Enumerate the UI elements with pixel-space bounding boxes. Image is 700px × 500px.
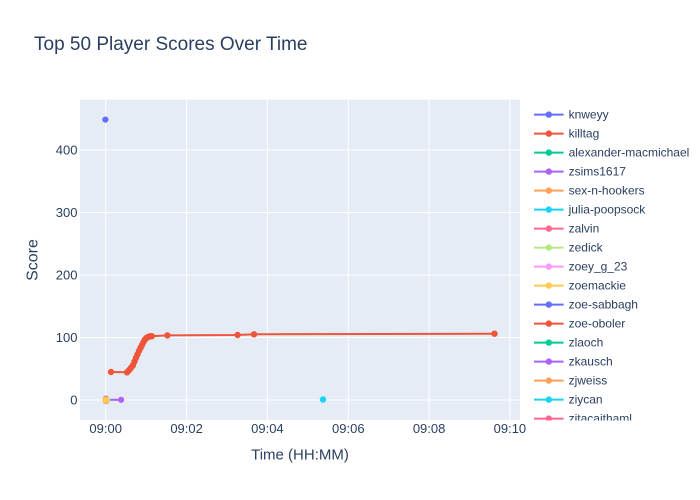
svg-text:killtag: killtag	[569, 127, 600, 141]
svg-text:09:06: 09:06	[332, 421, 365, 436]
svg-text:zoe-oboler: zoe-oboler	[569, 317, 626, 331]
svg-text:09:08: 09:08	[413, 421, 446, 436]
svg-text:300: 300	[56, 205, 78, 220]
svg-text:zalvin: zalvin	[569, 222, 600, 236]
svg-text:zsims1617: zsims1617	[569, 165, 627, 179]
svg-text:alexander-macmichael: alexander-macmichael	[569, 146, 690, 160]
svg-text:zoe-sabbagh: zoe-sabbagh	[569, 298, 638, 312]
svg-text:julia-poopsock: julia-poopsock	[568, 203, 647, 217]
svg-text:200: 200	[56, 268, 78, 283]
svg-text:09:10: 09:10	[494, 421, 527, 436]
svg-text:09:04: 09:04	[251, 421, 284, 436]
svg-text:0: 0	[70, 393, 77, 408]
svg-text:09:00: 09:00	[89, 421, 122, 436]
svg-text:ziycan: ziycan	[569, 393, 603, 407]
svg-text:sex-n-hookers: sex-n-hookers	[569, 184, 645, 198]
svg-text:zitacaithaml: zitacaithaml	[569, 412, 632, 426]
svg-text:400: 400	[56, 143, 78, 158]
svg-text:Score: Score	[25, 239, 42, 281]
svg-text:zoey_g_23: zoey_g_23	[569, 260, 628, 274]
svg-text:zkausch: zkausch	[569, 355, 613, 369]
svg-text:zlaoch: zlaoch	[569, 336, 604, 350]
svg-text:zjweiss: zjweiss	[569, 374, 608, 388]
svg-text:100: 100	[56, 330, 78, 345]
svg-text:knweyy: knweyy	[569, 108, 609, 122]
svg-text:zoemackie: zoemackie	[569, 279, 627, 293]
svg-text:09:02: 09:02	[170, 421, 203, 436]
svg-text:zedick: zedick	[569, 241, 604, 255]
svg-text:Top 50 Player Scores Over Time: Top 50 Player Scores Over Time	[34, 34, 308, 55]
svg-text:Time (HH:MM): Time (HH:MM)	[251, 447, 349, 464]
